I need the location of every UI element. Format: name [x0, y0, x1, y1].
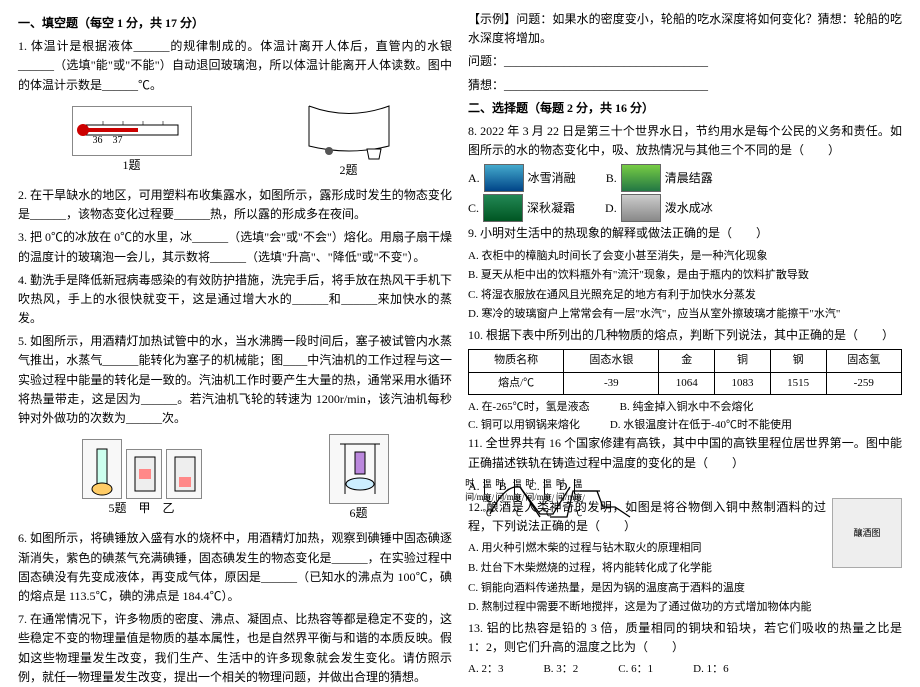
question-5: 5. 如图所示，用酒精灯加热试管中的水，当水沸腾一段时间后，塞子被试管内水蒸气推…	[18, 332, 452, 428]
td-5: -259	[826, 372, 902, 395]
question-13: 13. 铝的比热容是铅的 3 倍，质量相同的铜块和铅块，若它们吸收的热量之比是 …	[468, 619, 902, 657]
q8-choices: A. 冰雪消融 B. 清晨结露	[468, 164, 902, 192]
melting-point-table: 物质名称 固态水银 金 铜 钢 固态氢 熔点/℃ -39 1064 1083 1…	[468, 349, 902, 395]
fig5-b-label: 乙	[163, 501, 175, 515]
q12-c[interactable]: C. 铜能向酒料传递热量，是因为锅的温度高于酒料的温度	[468, 580, 902, 598]
q13-d[interactable]: D. 1：6	[693, 661, 728, 679]
q11-b[interactable]: B. 温度/℃时间/min	[499, 477, 519, 496]
q8b-text: 清晨结露	[665, 169, 713, 188]
q10-a[interactable]: A. 在-265℃时，氢是液态	[468, 399, 590, 417]
fig5-tube	[82, 439, 122, 499]
td-1: -39	[564, 372, 659, 395]
q8c-text: 深秋凝霜	[527, 199, 575, 218]
q13-b[interactable]: B. 3：2	[543, 661, 578, 679]
q13-a[interactable]: A. 2：3	[468, 661, 503, 679]
xlab-a: 时间/min	[465, 476, 491, 505]
q9-d[interactable]: D. 寒冷的玻璃窗户上常常会有一层"水汽"，应当从室外擦玻璃才能擦干"水汽"	[468, 306, 902, 324]
q11-d[interactable]: D. 温度/℃时间/min	[559, 477, 580, 496]
q8d-text: 泼水成冰	[665, 199, 713, 218]
figure-1-label: 1题	[72, 156, 192, 175]
question-6: 6. 如图所示，将碘锤放入盛有水的烧杯中，用酒精灯加热，观察到碘锤中固态碘逐渐消…	[18, 529, 452, 606]
th-1: 固态水银	[564, 350, 659, 373]
question-7: 7. 在通常情况下，许多物质的密度、沸点、凝固点、比热容等都是稳定不变的，这些稳…	[18, 610, 452, 687]
q9-b[interactable]: B. 夏天从柜中出的饮料瓶外有"流汗"现象，是由于瓶内的饮料扩散导致	[468, 267, 902, 285]
q10-d[interactable]: D. 水银温度计在低于-40℃时不能使用	[610, 417, 792, 435]
figure-1: 36 37 1题	[72, 106, 192, 175]
xlab-d: 时间/min	[556, 476, 582, 505]
question-2: 2. 在干旱缺水的地区，可用塑料布收集露水，如图所示，露形成时发生的物态变化是_…	[18, 186, 452, 224]
q10-b[interactable]: B. 纯金掉入铜水中不会熔化	[620, 399, 754, 417]
q8-choice-d[interactable]: D. 泼水成冰	[605, 194, 713, 222]
xlab-b: 时间/min	[495, 476, 521, 505]
blank-question: 问题：__________________________________	[468, 52, 902, 71]
th-3: 铜	[715, 350, 771, 373]
fig5-label: 5题	[108, 501, 126, 515]
th-2: 金	[659, 350, 715, 373]
question-4: 4. 勤洗手是降低新冠病毒感染的有效防护措施，洗完手后，将手放在热风干手机下吹热…	[18, 271, 452, 329]
q10-c[interactable]: C. 铜可以用钢锅来熔化	[468, 417, 580, 435]
question-8: 8. 2022 年 3 月 22 日是第三十个世界水日，节约用水是每个公民的义务…	[468, 122, 902, 160]
th-4: 钢	[770, 350, 826, 373]
question-9: 9. 小明对生活中的热现象的解释或做法正确的是（ ）	[468, 224, 902, 243]
fig6-iodine	[329, 434, 389, 504]
question-3: 3. 把 0℃的冰放在 0℃的水里，冰______（选填"会"或"不会"）熔化。…	[18, 228, 452, 266]
figure-2-label: 2题	[299, 161, 399, 180]
question-1: 1. 体温计是根据液体______的规律制成的。体温计离开人体后，直管内的水银_…	[18, 37, 452, 95]
q8-choice-a[interactable]: A. 冰雪消融	[468, 164, 576, 192]
q8-choice-b[interactable]: B. 清晨结露	[606, 164, 713, 192]
fig5-a-label: 甲	[138, 501, 150, 515]
section-2-title: 二、选择题（每题 2 分，共 16 分）	[468, 99, 902, 118]
q11-charts: A. 温度/℃时间/min B. 温度/℃时间/min C. 温度/℃时间/mi…	[468, 477, 902, 496]
q8a-text: 冰雪消融	[528, 169, 576, 188]
question-11: 11. 全世界共有 16 个国家修建有高铁，其中中国的高铁里程位居世界第一。图中…	[468, 434, 902, 472]
q12-d[interactable]: D. 熬制过程中需要不断地搅拌，这是为了通过做功的方式增加物体内能	[468, 599, 902, 617]
xlab-c: 时间/min	[525, 476, 551, 505]
th-5: 固态氢	[826, 350, 902, 373]
example-block: 【示例】问题：如果水的密度变小，轮船的吃水深度将如何变化？猜想：轮船的吃水深度将…	[468, 10, 902, 48]
question-10: 10. 根据下表中所列出的几种物质的熔点，判断下列说法，其中正确的是（ ）	[468, 326, 902, 345]
td-4: 1515	[770, 372, 826, 395]
q13-c[interactable]: C. 6：1	[618, 661, 653, 679]
td-0: 熔点/℃	[469, 372, 564, 395]
q11-c[interactable]: C. 温度/℃时间/min	[529, 477, 549, 496]
fig5-engine-b	[166, 449, 202, 499]
td-3: 1083	[715, 372, 771, 395]
th-0: 物质名称	[469, 350, 564, 373]
q12-figure: 釀酒图	[832, 498, 902, 568]
table-data-row: 熔点/℃ -39 1064 1083 1515 -259	[469, 372, 902, 395]
q8-choice-c[interactable]: C. 深秋凝霜	[468, 194, 575, 222]
thermometer-scale: 36 37	[93, 133, 123, 149]
figure-row-1-2: 36 37 1题 2题	[18, 101, 452, 180]
q11-a[interactable]: A. 温度/℃时间/min	[468, 477, 489, 496]
section-1-title: 一、填空题（每空 1 分，共 17 分）	[18, 14, 452, 33]
fig5-engine-a	[126, 449, 162, 499]
td-2: 1064	[659, 372, 715, 395]
fig6-label: 6题	[329, 504, 389, 523]
figure-2: 2题	[299, 101, 399, 180]
q9-c[interactable]: C. 将湿衣服放在通风且光照充足的地方有利于加快水分蒸发	[468, 287, 902, 305]
q9-a[interactable]: A. 衣柜中的樟脑丸时间长了会变小甚至消失，是一种汽化现象	[468, 248, 902, 266]
table-header-row: 物质名称 固态水银 金 铜 钢 固态氢	[469, 350, 902, 373]
blank-guess: 猜想：__________________________________	[468, 76, 902, 95]
figure-row-5-6: 5题 甲 乙 6题	[18, 434, 452, 523]
